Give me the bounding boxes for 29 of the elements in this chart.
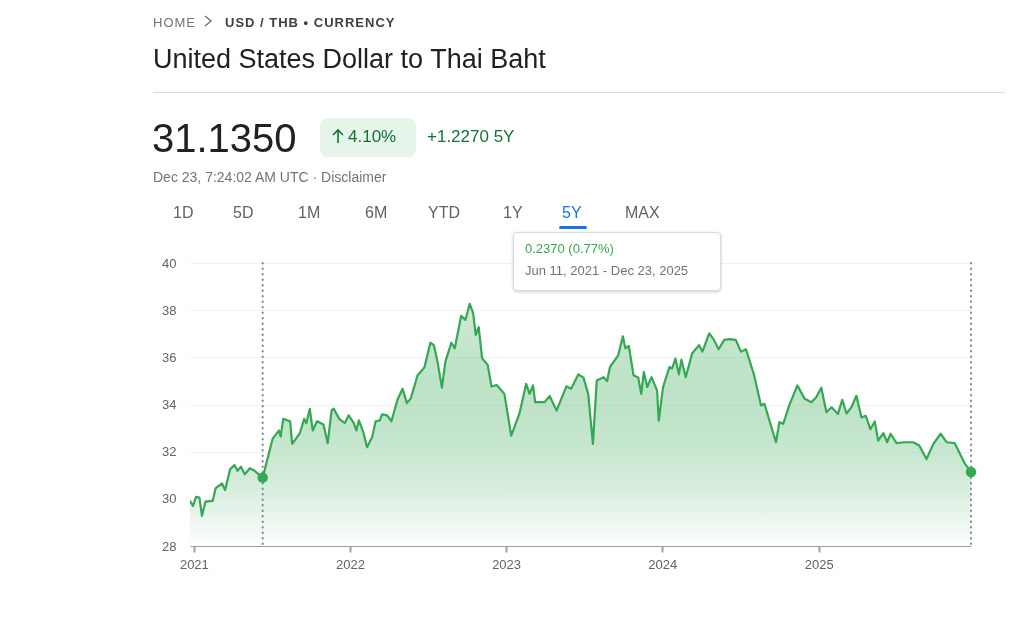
text: 5D xyxy=(233,204,254,222)
y-tick-label: 40 xyxy=(162,255,177,271)
x-tick-label: 2023 xyxy=(492,556,522,572)
text: USD / THB • CURRENCY xyxy=(225,15,396,30)
x-tick-label: 2024 xyxy=(648,556,678,572)
text: MAX xyxy=(625,204,660,222)
tooltip-card: 0.2370 (0.77%) Jun 11, 2021 - Dec 23, 2025 xyxy=(513,232,721,291)
text: 1D xyxy=(173,204,194,222)
y-tick-label: 38 xyxy=(162,302,177,318)
text: 1Y xyxy=(503,204,523,222)
x-tick-label: 2021 xyxy=(179,556,209,572)
x-tick-label: 2025 xyxy=(804,556,834,572)
text: 4.10% xyxy=(348,127,397,147)
text: 6M xyxy=(365,204,388,222)
y-tick-label: 34 xyxy=(162,397,177,412)
y-tick-label: 28 xyxy=(162,538,177,554)
y-tick-label: 32 xyxy=(162,444,177,460)
y-tick-label: 36 xyxy=(162,349,177,365)
text: HOME xyxy=(153,15,196,30)
text: Dec 23, 7:24:02 AM UTC · Disclaimer xyxy=(153,169,387,185)
text: +1.2270 5Y xyxy=(427,127,515,147)
x-tick-label: 2022 xyxy=(336,556,365,572)
text: 1M xyxy=(298,204,321,222)
text: 31.1350 xyxy=(152,116,297,161)
y-tick-label: 30 xyxy=(162,491,177,507)
text: YTD xyxy=(428,204,460,222)
chart-title: United States Dollar to Thai Baht xyxy=(153,44,546,75)
annotation: Jun 11, 2021 - Dec 23, 2025 xyxy=(525,263,689,278)
text: 5Y xyxy=(562,204,582,222)
